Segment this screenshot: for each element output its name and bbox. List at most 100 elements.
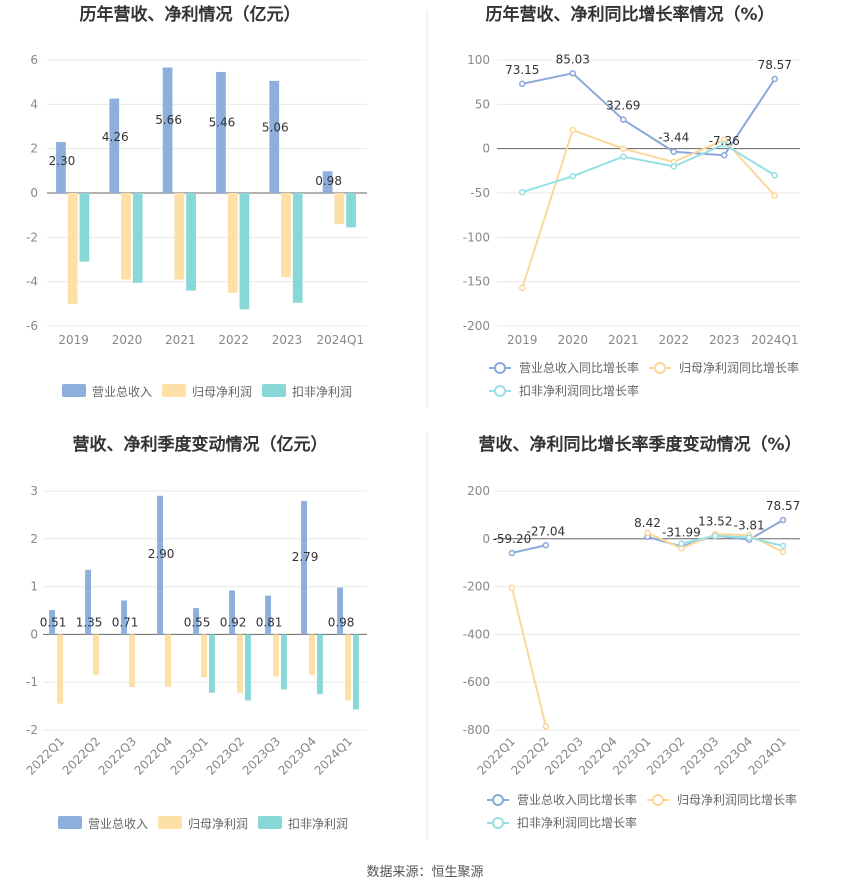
data-point	[678, 540, 685, 547]
data-label: 0.55	[184, 615, 211, 629]
legend-swatch	[162, 384, 186, 397]
chart-title: 营收、净利季度变动情况（亿元）	[73, 434, 328, 455]
legend-marker	[492, 817, 504, 829]
legend-marker	[494, 362, 506, 374]
bar	[269, 80, 280, 193]
series-line	[522, 72, 776, 157]
bar	[244, 634, 251, 701]
legend-label: 营业总收入同比增长率	[517, 792, 637, 807]
bar	[57, 634, 63, 704]
data-point	[779, 516, 787, 524]
bar	[85, 569, 92, 635]
data-label: -59.20	[493, 532, 532, 546]
data-label: 78.57	[766, 499, 800, 513]
bar	[309, 634, 315, 676]
bar	[265, 595, 272, 635]
bar	[273, 634, 279, 677]
x-tick-label: 2022Q2	[60, 734, 104, 778]
x-tick-label: 2019	[58, 333, 89, 347]
bar	[193, 608, 200, 635]
legend-label: 营业总收入同比增长率	[519, 360, 639, 375]
legend-marker	[654, 362, 666, 374]
bar	[292, 193, 303, 303]
bar	[322, 171, 333, 193]
x-tick-label: 2023Q3	[240, 734, 284, 778]
bar	[229, 590, 236, 635]
x-tick-label: 2024Q1	[312, 734, 356, 778]
data-point	[519, 284, 526, 292]
legend-label: 营业总收入	[88, 817, 148, 831]
data-label: 0.98	[328, 615, 355, 629]
bar	[56, 142, 66, 193]
data-point	[771, 172, 778, 179]
x-tick-label: 2023	[709, 333, 740, 347]
legend-swatch	[258, 816, 282, 829]
x-tick-label: 2020	[112, 333, 143, 347]
x-tick-label: 2022Q1	[24, 734, 68, 778]
series-line	[521, 128, 776, 289]
chart-title: 历年营收、净利情况（亿元）	[80, 4, 301, 25]
y-tick-label: -200	[463, 319, 490, 333]
bar	[301, 501, 308, 635]
y-tick-label: 4	[30, 97, 38, 111]
legend-label: 扣非净利润同比增长率	[517, 815, 637, 830]
legend-swatch	[58, 816, 82, 829]
legend-label: 扣非净利润	[292, 385, 352, 399]
data-point	[745, 534, 753, 541]
data-label: -3.44	[658, 131, 689, 145]
data-point	[721, 151, 728, 159]
data-point	[569, 172, 576, 180]
data-label: 2.90	[148, 547, 175, 561]
x-tick-label: 2023	[272, 333, 303, 347]
legend-label: 归母净利润	[188, 817, 248, 831]
data-label: 5.46	[209, 115, 236, 129]
data-point	[508, 584, 516, 592]
y-tick-label: -6	[26, 319, 38, 333]
data-label: 85.03	[556, 52, 590, 66]
x-tick-label: 2022	[658, 333, 689, 347]
x-tick-label: 2023Q2	[204, 734, 248, 778]
x-tick-label: 2022Q3	[96, 734, 140, 778]
data-label: -3.81	[734, 519, 765, 533]
bar	[237, 634, 243, 693]
data-label: 0.81	[256, 615, 283, 629]
bar	[121, 600, 128, 635]
y-tick-label: -800	[463, 723, 490, 737]
series-line	[681, 534, 784, 547]
bar	[352, 634, 359, 710]
y-tick-label: 100	[467, 53, 490, 67]
bar	[186, 193, 196, 291]
data-label: 8.42	[634, 516, 661, 530]
y-tick-label: -1	[26, 675, 38, 689]
series-line	[521, 143, 776, 194]
legend-swatch	[62, 384, 86, 397]
y-tick-label: 0	[30, 627, 38, 641]
bar	[67, 193, 78, 304]
legend-swatch	[262, 384, 286, 397]
bar	[174, 193, 185, 280]
y-tick-label: 200	[467, 484, 490, 498]
legend-label: 归母净利润	[192, 385, 252, 399]
data-point	[712, 532, 719, 540]
data-label: 2.30	[49, 154, 76, 168]
data-label: -27.04	[526, 524, 565, 538]
bar	[121, 193, 131, 280]
data-label: 13.52	[698, 515, 732, 529]
bar	[165, 634, 171, 687]
legend-label: 扣非净利润同比增长率	[519, 383, 639, 398]
y-tick-label: 0	[482, 142, 490, 156]
y-tick-label: -150	[463, 275, 490, 289]
x-tick-label: 2023Q4	[276, 734, 320, 778]
data-point	[644, 529, 651, 537]
y-tick-label: 6	[30, 53, 38, 67]
y-tick-label: 2	[30, 142, 38, 156]
series-line	[510, 531, 784, 727]
bar	[162, 67, 173, 193]
y-tick-label: -200	[463, 580, 490, 594]
y-tick-label: 0	[482, 532, 490, 546]
bar	[129, 634, 135, 687]
x-tick-label: 2023Q1	[168, 734, 212, 778]
legend-marker	[492, 794, 504, 806]
legend-label: 扣非净利润	[288, 817, 348, 831]
